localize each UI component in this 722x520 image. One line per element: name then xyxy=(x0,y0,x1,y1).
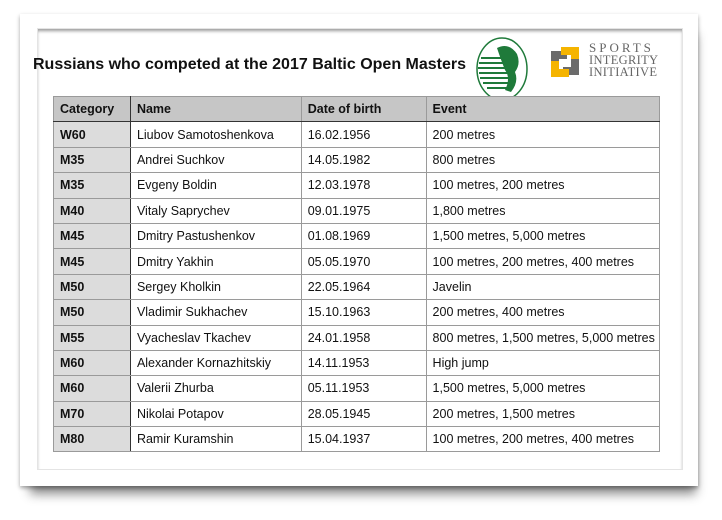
table-row: M50 Vladimir Sukhachev 15.10.1963 200 metre… xyxy=(53,299,661,326)
table-row: M60 Alexander Kornazhitskiy 14.11.1953 High… xyxy=(53,349,661,377)
name-cell: Alexander Kornazhitskiy xyxy=(129,349,302,377)
event-cell: 200 metres, 1,500 metres xyxy=(425,400,661,428)
name-cell: Vyacheslav Tkachev xyxy=(129,324,302,351)
name-cell: Sergey Kholkin xyxy=(129,273,302,301)
category-cell: M60 xyxy=(53,349,131,377)
category-cell: M45 xyxy=(53,248,131,275)
date-of-birth-cell: 05.11.1953 xyxy=(300,375,427,402)
date-of-birth-cell: 22.05.1964 xyxy=(300,273,427,301)
event-cell: High jump xyxy=(425,349,661,377)
table-row: M80 Ramir Kuramshin 15.04.1937 100 metres, … xyxy=(53,426,661,453)
category-cell: M40 xyxy=(53,197,131,224)
header-name: Name xyxy=(129,95,302,123)
header-category: Category xyxy=(53,95,131,123)
event-cell: 100 metres, 200 metres xyxy=(425,172,661,199)
table-row: M45 Dmitry Pastushenkov 01.08.1969 1,500 me… xyxy=(53,222,661,250)
table-header-row: Category Name Date of birth Event xyxy=(53,95,661,123)
table-row: M60 Valerii Zhurba 05.11.1953 1,500 metres,… xyxy=(53,375,661,402)
date-of-birth-cell: 28.05.1945 xyxy=(300,400,427,428)
event-cell: 1,500 metres, 5,000 metres xyxy=(425,375,661,402)
category-cell: M80 xyxy=(53,426,131,453)
date-of-birth-cell: 12.03.1978 xyxy=(300,172,427,199)
category-cell: M55 xyxy=(53,324,131,351)
category-cell: M35 xyxy=(53,172,131,199)
date-of-birth-cell: 09.01.1975 xyxy=(300,197,427,224)
sports-integrity-initiative-wordmark: SPORTS INTEGRITY INITIATIVE xyxy=(589,40,659,79)
event-cell: 200 metres, 400 metres xyxy=(425,299,661,326)
date-of-birth-cell: 24.01.1958 xyxy=(300,324,427,351)
event-cell: Javelin xyxy=(425,273,661,301)
date-of-birth-cell: 16.02.1956 xyxy=(300,121,427,148)
category-cell: M35 xyxy=(53,146,131,174)
table-row: M50 Sergey Kholkin 22.05.1964 Javelin xyxy=(53,273,661,301)
event-cell: 200 metres xyxy=(425,121,661,148)
header-date-of-birth: Date of birth xyxy=(300,95,427,123)
category-cell: M45 xyxy=(53,222,131,250)
logo-line: SPORTS xyxy=(589,40,654,55)
header-event: Event xyxy=(425,95,661,123)
date-of-birth-cell: 14.11.1953 xyxy=(300,349,427,377)
date-of-birth-cell: 15.04.1937 xyxy=(300,426,427,453)
table-row: M35 Evgeny Boldin 12.03.1978 100 metres, 20… xyxy=(53,172,661,199)
event-cell: 100 metres, 200 metres, 400 metres xyxy=(425,426,661,453)
table-row: W60 Liubov Samotoshenkova 16.02.1956 200 me… xyxy=(53,121,661,148)
name-cell: Evgeny Boldin xyxy=(129,172,302,199)
name-cell: Andrei Suchkov xyxy=(129,146,302,174)
name-cell: Dmitry Yakhin xyxy=(129,248,302,275)
table-row: M35 Andrei Suchkov 14.05.1982 800 metres xyxy=(53,146,661,174)
name-cell: Vitaly Saprychev xyxy=(129,197,302,224)
date-of-birth-cell: 01.08.1969 xyxy=(300,222,427,250)
category-cell: M60 xyxy=(53,375,131,402)
name-cell: Dmitry Pastushenkov xyxy=(129,222,302,250)
athlete-emblem-logo xyxy=(476,37,528,101)
name-cell: Valerii Zhurba xyxy=(129,375,302,402)
page-title: Russians who competed at the 2017 Baltic… xyxy=(33,56,467,73)
name-cell: Nikolai Potapov xyxy=(129,400,302,428)
sports-integrity-initiative-logo xyxy=(551,47,579,77)
event-cell: 800 metres xyxy=(425,146,661,174)
table-row: M70 Nikolai Potapov 28.05.1945 200 metres, … xyxy=(53,400,661,428)
table-row: M40 Vitaly Saprychev 09.01.1975 1,800 metre… xyxy=(53,197,661,224)
competitors-table: Category Name Date of birth Event W60 Liu… xyxy=(53,95,661,453)
event-cell: 1,500 metres, 5,000 metres xyxy=(425,222,661,250)
event-cell: 100 metres, 200 metres, 400 metres xyxy=(425,248,661,275)
table-row: M55 Vyacheslav Tkachev 24.01.1958 800 metre… xyxy=(53,324,661,351)
date-of-birth-cell: 05.05.1970 xyxy=(300,248,427,275)
category-cell: M70 xyxy=(53,400,131,428)
table-row: M45 Dmitry Yakhin 05.05.1970 100 metres, 20… xyxy=(53,248,661,275)
category-cell: W60 xyxy=(53,121,131,148)
event-cell: 1,800 metres xyxy=(425,197,661,224)
name-cell: Vladimir Sukhachev xyxy=(129,299,302,326)
logo-line: INITIATIVE xyxy=(589,65,658,79)
category-cell: M50 xyxy=(53,273,131,301)
name-cell: Ramir Kuramshin xyxy=(129,426,302,453)
category-cell: M50 xyxy=(53,299,131,326)
logo-line: INTEGRITY xyxy=(589,53,659,67)
date-of-birth-cell: 14.05.1982 xyxy=(300,146,427,174)
event-cell: 800 metres, 1,500 metres, 5,000 metres xyxy=(425,324,661,351)
date-of-birth-cell: 15.10.1963 xyxy=(300,299,427,326)
name-cell: Liubov Samotoshenkova xyxy=(129,121,302,148)
